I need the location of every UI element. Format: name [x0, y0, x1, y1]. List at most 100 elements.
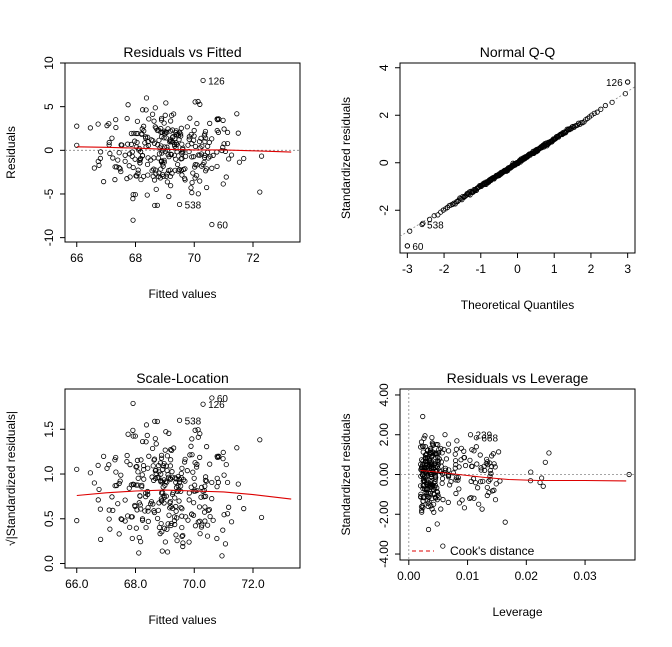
data-point: [449, 201, 456, 207]
data-point: [204, 184, 210, 191]
data-point: [151, 508, 157, 514]
data-point: [91, 480, 97, 486]
data-point: [220, 456, 226, 462]
data-point: [448, 478, 454, 485]
data-point: [159, 158, 165, 164]
smooth-line: [76, 489, 292, 500]
y-tick-label: 5: [42, 103, 56, 110]
data-point: [175, 161, 181, 168]
data-point: [158, 143, 164, 149]
data-point: [546, 450, 552, 456]
y-tick-label: 4: [377, 64, 391, 71]
data-point: [418, 504, 425, 510]
data-point: [145, 172, 151, 178]
smooth-line: [420, 469, 627, 482]
data-point: [180, 543, 186, 550]
data-point: [139, 484, 145, 490]
data-point: [135, 469, 141, 475]
data-point: [133, 130, 139, 137]
data-point: [115, 501, 121, 507]
data-point: [127, 174, 133, 180]
labeled-data-point: [209, 395, 215, 401]
data-point: [186, 497, 192, 503]
data-point: [144, 488, 151, 495]
data-point: [492, 464, 498, 470]
data-point: [129, 535, 135, 542]
data-point: [152, 167, 159, 173]
data-point: [172, 143, 178, 149]
data-point: [139, 517, 146, 523]
data-point: [235, 130, 241, 136]
data-point: [199, 143, 205, 149]
data-point: [193, 173, 200, 179]
data-point: [180, 532, 186, 539]
y-tick-label: 0: [42, 147, 56, 154]
data-point: [424, 481, 430, 487]
data-point: [182, 175, 188, 182]
data-point: [156, 151, 163, 157]
data-point: [453, 462, 459, 468]
data-point: [130, 217, 136, 223]
data-point: [191, 137, 197, 143]
data-point: [223, 174, 229, 180]
data-point: [197, 178, 203, 184]
data-point: [183, 153, 189, 159]
data-point: [145, 134, 151, 140]
data-point: [175, 168, 181, 174]
x-tick-label: 70.0: [183, 577, 207, 591]
data-point: [98, 536, 104, 542]
data-point: [162, 447, 168, 453]
data-point: [169, 127, 176, 133]
x-tick-label: 66.0: [65, 577, 89, 591]
data-point: [187, 452, 193, 458]
data-point: [192, 427, 198, 433]
data-point: [453, 490, 459, 497]
data-point: [205, 522, 211, 528]
data-point: [481, 463, 487, 469]
data-point: [132, 433, 138, 439]
data-point: [438, 459, 444, 465]
data-point: [173, 503, 179, 510]
data-point: [149, 445, 156, 452]
data-point: [425, 526, 432, 533]
data-point: [434, 464, 440, 470]
data-point: [197, 101, 203, 107]
point-label: 239: [476, 431, 493, 442]
data-point: [186, 490, 192, 496]
data-point: [207, 461, 213, 467]
labeled-data-point: [176, 417, 183, 423]
data-point: [219, 147, 225, 154]
data-point: [445, 499, 451, 505]
data-point: [113, 469, 119, 475]
data-point: [461, 454, 467, 461]
point-label: 538: [185, 200, 202, 211]
data-point: [192, 482, 198, 488]
data-point: [136, 534, 142, 541]
data-point: [151, 177, 158, 183]
data-point: [139, 152, 146, 159]
data-point: [191, 133, 197, 139]
data-point: [135, 170, 141, 176]
data-point: [258, 514, 265, 521]
x-tick-label: 0.03: [573, 569, 597, 583]
data-point: [95, 462, 101, 469]
data-point: [159, 466, 166, 472]
data-point: [445, 441, 452, 447]
data-point: [176, 476, 183, 482]
data-point: [167, 498, 173, 505]
data-point: [159, 171, 166, 178]
data-point: [204, 149, 211, 155]
y-tick-label: 1.0: [42, 465, 56, 482]
data-point: [190, 170, 196, 176]
data-point: [165, 521, 171, 527]
data-point: [173, 140, 179, 146]
data-point: [209, 479, 215, 486]
data-point: [192, 99, 198, 105]
data-point: [236, 494, 243, 501]
data-point: [132, 156, 138, 162]
data-point: [143, 107, 149, 113]
data-point: [440, 543, 446, 549]
data-point: [432, 485, 438, 491]
residuals-vs-fitted-panel: Residuals vs Fitted 66 68 70 72 -10 -5 0 5 10 Fitt…: [4, 44, 301, 301]
data-point: [158, 115, 165, 122]
